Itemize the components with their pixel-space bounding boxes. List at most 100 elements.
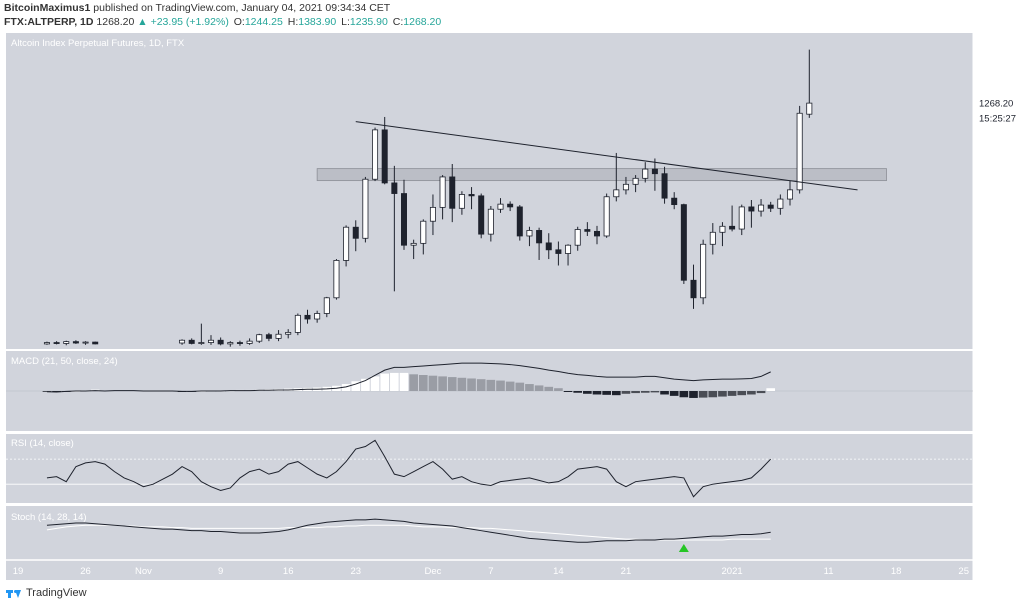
candle-body — [400, 193, 407, 246]
time-tick-16: 16 — [283, 566, 294, 577]
candle-body — [536, 230, 543, 244]
candle-body — [738, 206, 745, 230]
candle-body — [777, 198, 784, 209]
candle-body — [217, 339, 224, 345]
candle-body — [632, 177, 639, 185]
candle-body — [246, 340, 253, 344]
macd-histogram-bar — [351, 381, 361, 391]
macd-histogram-bar — [592, 391, 602, 395]
countdown-tag — [974, 111, 1018, 126]
time-tick-9: 9 — [218, 566, 223, 577]
macd-histogram-bar — [409, 374, 418, 391]
price-axis-tick-1100: 1100.00 — [979, 176, 1013, 187]
candle-body — [748, 206, 755, 212]
macd-histogram-bar — [756, 391, 766, 394]
macd-histogram-bar — [496, 380, 505, 391]
macd-line — [46, 362, 771, 393]
macd-histogram-bar — [669, 391, 679, 396]
candle-body — [256, 334, 263, 342]
tradingview-brand: TradingView — [26, 587, 87, 599]
price-axis-tick-900: 900.00 — [979, 268, 1008, 279]
candle-body — [372, 129, 379, 180]
price-axis-tick-950: 950.00 — [979, 245, 1008, 256]
last-price-tag-text: 1268.20 — [979, 99, 1013, 110]
candle-body — [420, 220, 427, 244]
candle-body — [227, 342, 234, 345]
price-axis-tick-750: 750.00 — [979, 338, 1008, 349]
candle-body — [487, 208, 494, 235]
candle-body — [410, 242, 417, 246]
candle-body — [594, 230, 601, 237]
candle-body — [362, 178, 369, 239]
candle-body — [468, 194, 475, 197]
time-tick-Nov: Nov — [135, 566, 152, 577]
candle-body — [680, 204, 687, 281]
candle-body — [806, 102, 813, 115]
tradingview-logo[interactable]: TradingView — [6, 587, 87, 599]
macd-histogram-bar — [611, 391, 621, 396]
candle-body — [767, 204, 774, 209]
candle-body — [603, 196, 610, 237]
time-tick-7: 7 — [488, 566, 493, 577]
macd-histogram-bar — [447, 377, 457, 391]
candle-body — [92, 341, 99, 345]
time-tick-26: 26 — [80, 566, 91, 577]
rsi-title: RSI (14, close) — [11, 438, 74, 449]
price-axis-tick-1000: 1000.00 — [979, 222, 1013, 233]
pane-background-2 — [6, 434, 973, 503]
macd-histogram-bar — [621, 391, 631, 394]
time-tick-23: 23 — [350, 566, 361, 577]
candle-body — [294, 314, 301, 333]
macd-histogram-bar — [544, 386, 554, 391]
candle-body — [719, 225, 726, 233]
macd-histogram-bar — [399, 372, 409, 391]
macd-histogram-bar — [341, 384, 351, 391]
macd-histogram-bar — [476, 379, 486, 391]
candle-body — [796, 112, 803, 191]
stoch-axis-tick-80: 80.00 — [979, 513, 1003, 524]
time-tick-2021: 2021 — [722, 566, 743, 577]
candle-body — [352, 226, 359, 239]
candle-body — [545, 242, 552, 251]
stoch-title: Stoch (14, 28, 14) — [11, 512, 87, 523]
candle-body — [304, 314, 311, 320]
candle-body — [651, 168, 658, 175]
candle-body — [584, 229, 591, 232]
candle-body — [391, 182, 398, 194]
candle-body — [179, 339, 186, 344]
candle-body — [497, 203, 504, 210]
candle-body — [690, 279, 697, 299]
candle-body — [333, 260, 340, 299]
candle-body — [613, 189, 620, 198]
macd-histogram-bar — [650, 391, 660, 393]
macd-histogram-bar — [370, 376, 380, 391]
candle-body — [439, 176, 446, 208]
close-value: 1268.20 — [403, 16, 442, 28]
candle-body — [622, 183, 629, 191]
candle-body — [516, 206, 523, 237]
countdown-tag-text: 15:25:27 — [979, 114, 1016, 125]
main-chart-title: Altcoin Index Perpetual Futures, 1D, FTX — [11, 38, 185, 49]
macd-histogram-bar — [640, 391, 650, 393]
candle-body — [555, 249, 562, 254]
rsi-axis-tick-80: 80.00 — [979, 442, 1003, 453]
macd-histogram-bar — [438, 376, 447, 391]
low-value: 1235.90 — [349, 16, 388, 28]
chart-area[interactable]: 750.00 800.00 850.00 900.00 950.00 1000.00 105… — [0, 30, 1024, 583]
price-axis-tick-850: 850.00 — [979, 291, 1008, 302]
close-label: C: — [392, 16, 404, 28]
macd-histogram-bar — [631, 391, 640, 394]
candle-body — [478, 195, 485, 235]
publish-info: BitcoinMaximus1 published on TradingView… — [4, 2, 390, 14]
stoch-k-line — [46, 518, 771, 543]
author-name[interactable]: BitcoinMaximus1 — [4, 2, 91, 14]
candle-body — [265, 334, 272, 339]
time-tick-11: 11 — [824, 566, 834, 577]
pane-background-3 — [6, 506, 973, 560]
candle-body — [671, 197, 678, 206]
candle-body — [53, 342, 60, 344]
macd-histogram-bar — [467, 378, 476, 391]
candle-body — [787, 189, 794, 200]
high-label: H: — [287, 16, 299, 28]
candle-body — [565, 244, 572, 254]
